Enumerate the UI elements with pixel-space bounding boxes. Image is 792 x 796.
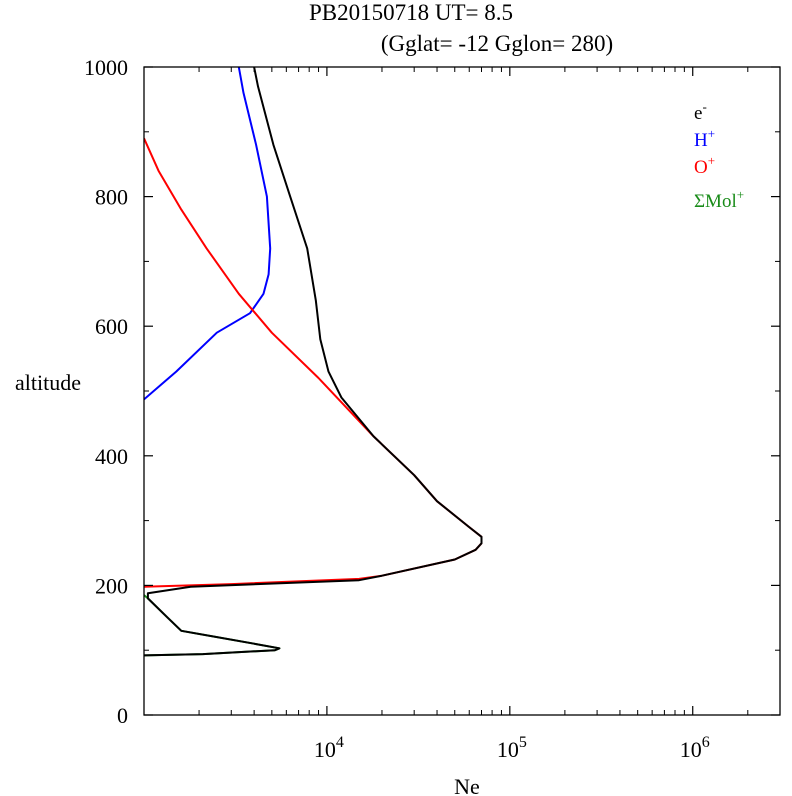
chart-subtitle: (Gglat= -12 Gglon= 280): [381, 31, 613, 56]
legend-entry-2: O+: [694, 153, 715, 178]
series-line-1: [144, 67, 272, 401]
y-tick-label: 1000: [84, 55, 128, 80]
series-line-3: [144, 594, 281, 657]
series-line-2: [144, 137, 483, 588]
legend: e-H+O+ ΣMol+: [694, 99, 744, 212]
x-tick-label: 105: [497, 734, 527, 762]
y-tick-label: 0: [117, 703, 128, 728]
chart-title: PB20150718 UT= 8.5: [309, 0, 513, 25]
plot-frame: [143, 66, 781, 716]
y-tick-label: 800: [95, 185, 128, 210]
x-tick-label: 106: [680, 734, 710, 762]
series-layer: [144, 67, 483, 657]
y-tick-label: 600: [95, 314, 128, 339]
legend-entry-0: e-: [694, 99, 707, 124]
y-tick-label: 200: [95, 573, 128, 598]
ticks-layer: 0 200 400 600 800 1000 104 105 106: [84, 55, 780, 762]
x-axis-label: Ne: [454, 774, 480, 796]
y-axis-label: altitude: [15, 370, 81, 395]
legend-entry-3: ΣMol+: [694, 187, 744, 212]
y-tick-label: 400: [95, 444, 128, 469]
legend-entry-1: H+: [694, 126, 715, 151]
series-line-0: [144, 67, 483, 657]
x-tick-label: 104: [314, 734, 344, 762]
